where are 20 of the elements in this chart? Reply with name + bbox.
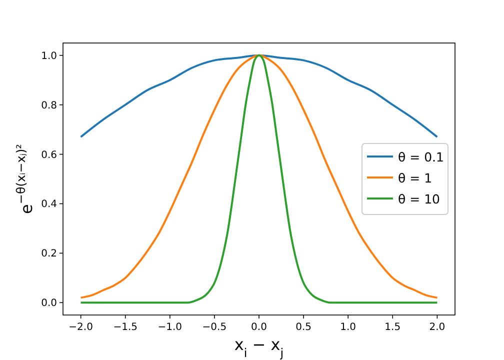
legend-label: θ = 1 [398,170,432,186]
y-tick-label: 0.2 [41,248,57,260]
x-tick-label: 1.5 [384,322,401,333]
x-tick-label: 0.0 [251,322,267,333]
x-tick-label: 2.0 [429,322,446,333]
legend-label: θ = 10 [398,192,440,206]
x-tick-label: −2.0 [68,322,93,333]
y-tick-label: 0.8 [41,100,57,112]
x-tick-label: 0.5 [296,322,312,333]
line-series [80,54,438,138]
x-axis-title: x$_{i}$ − x$_{j}$ [234,335,284,360]
y-tick-label: 0.6 [41,150,57,161]
legend-label: θ = 0.1 [398,150,444,164]
y-tick-label: 0.0 [41,298,57,310]
x-tick-label: 1.0 [340,322,356,333]
y-tick-label: 1.0 [41,50,57,62]
x-tick-label: −0.5 [202,322,227,333]
x-tick-label: −1.0 [158,322,182,333]
y-tick-label: 0.4 [41,199,57,210]
x-tick-label: −1.5 [113,322,138,333]
